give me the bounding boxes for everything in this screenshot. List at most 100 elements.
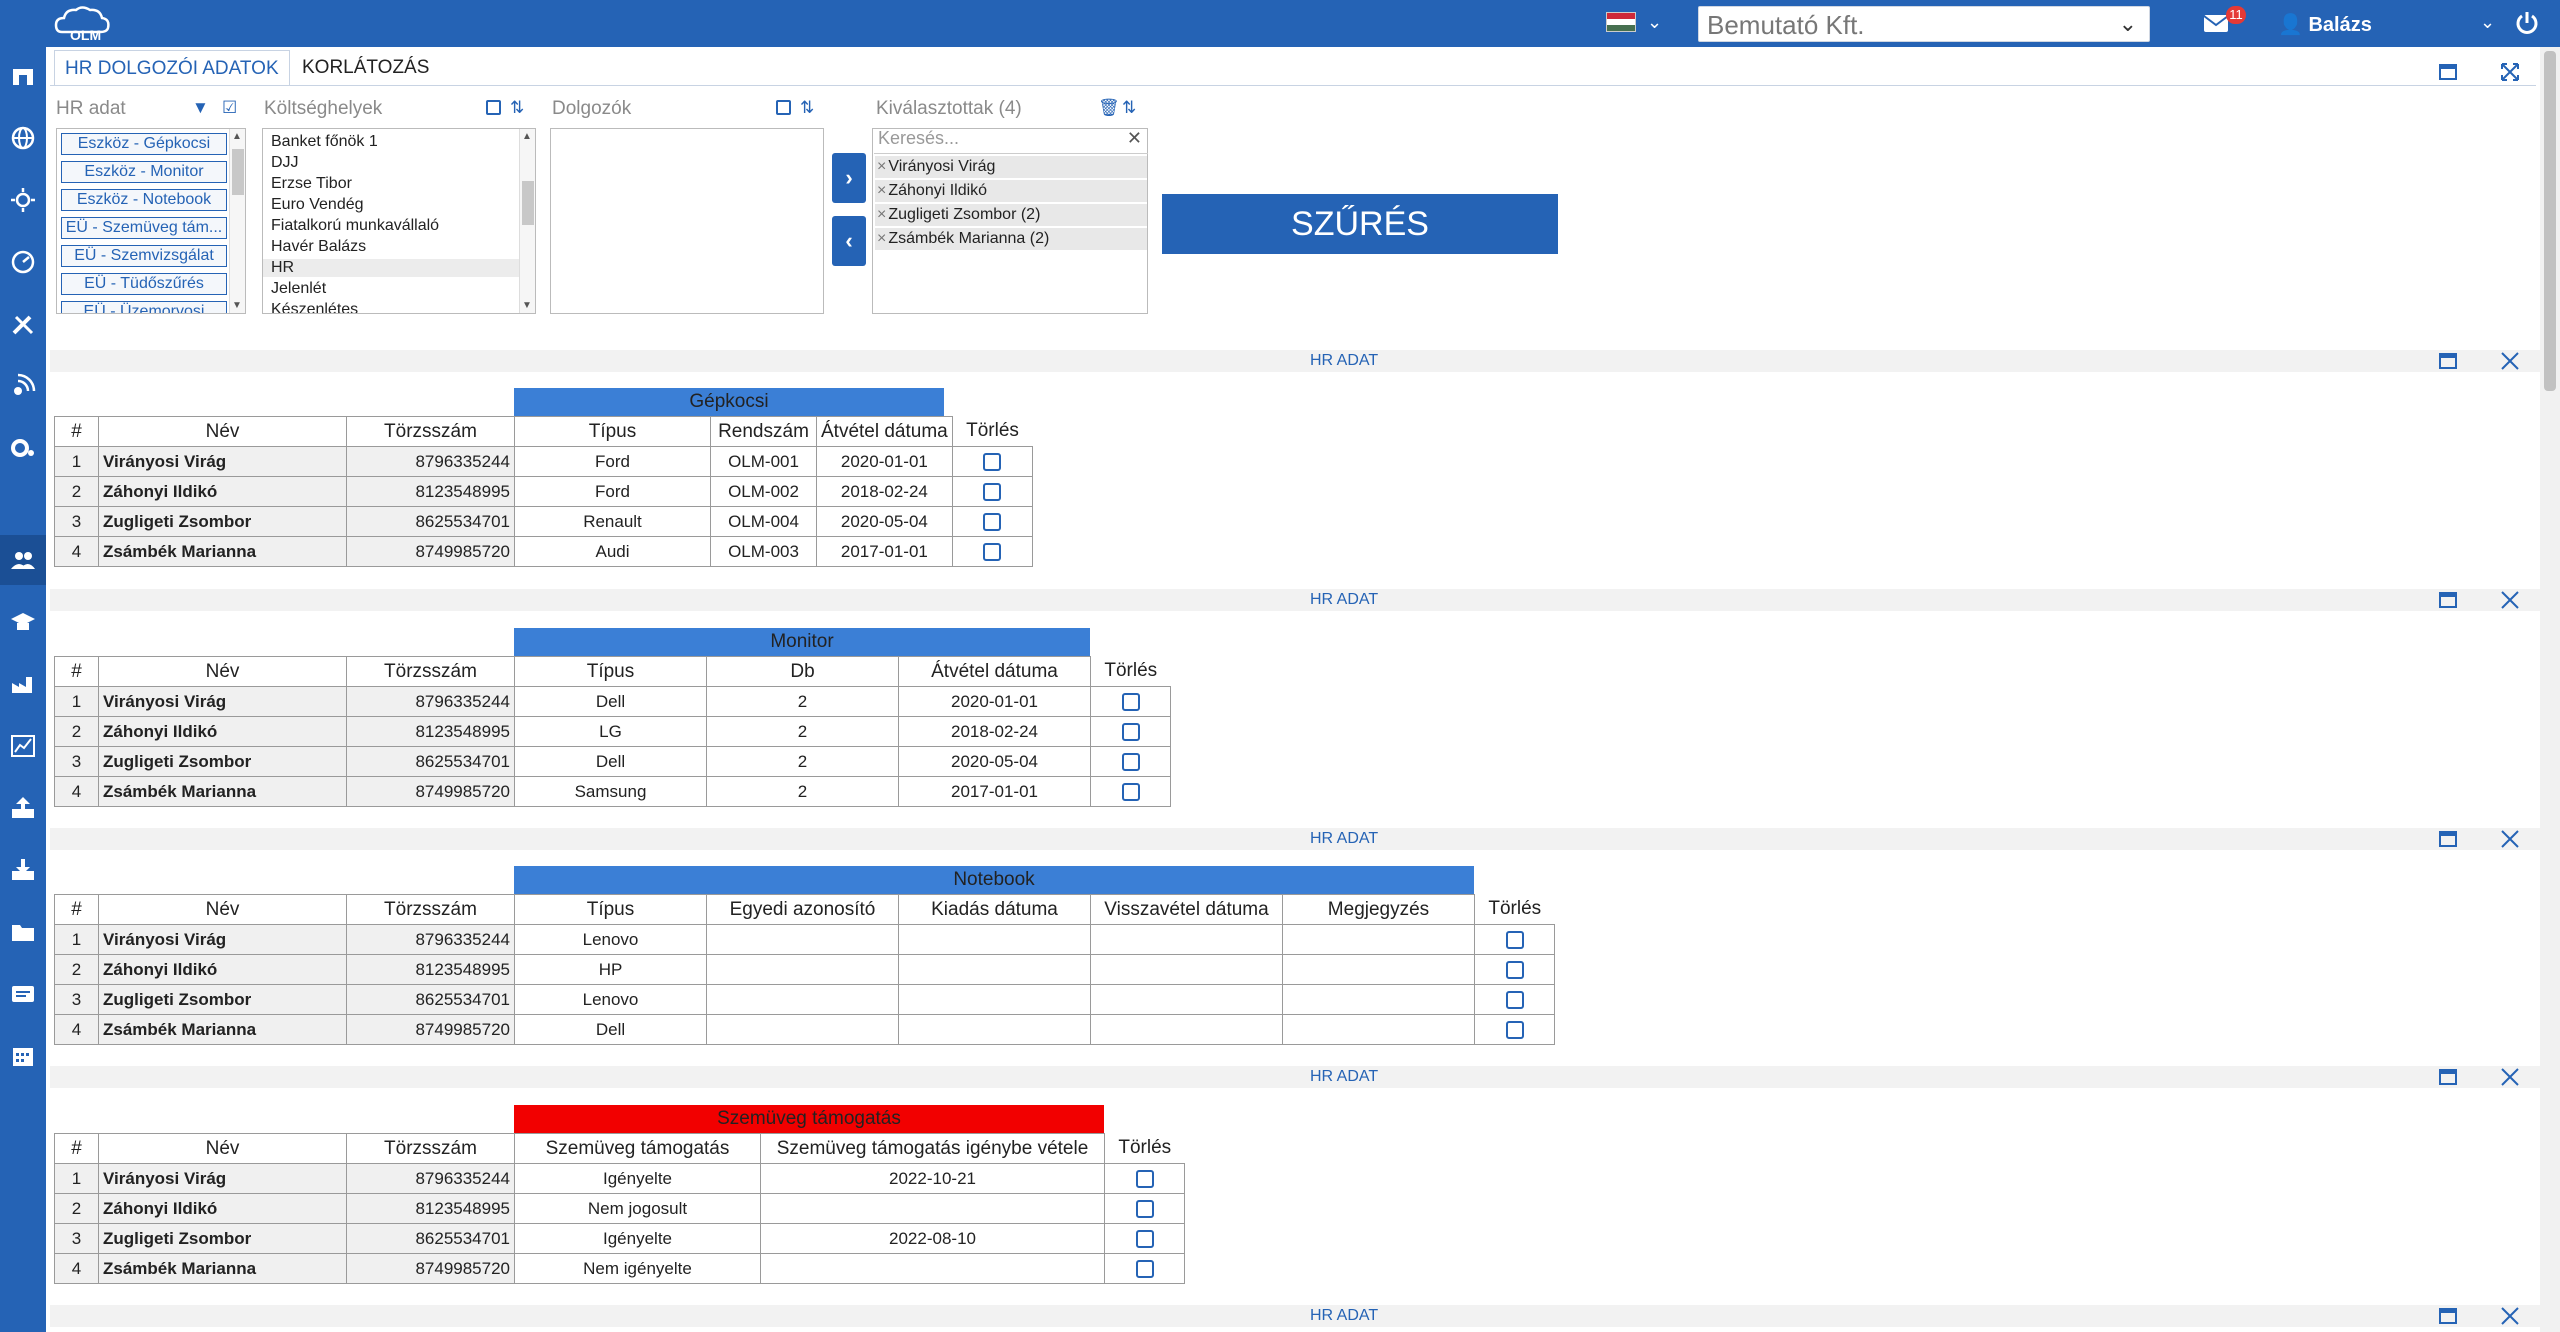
minimize-icon[interactable]	[2438, 62, 2458, 82]
sidebar-graduation-icon[interactable]	[10, 609, 36, 635]
page-scrollbar[interactable]	[2540, 47, 2560, 1332]
delete-checkbox[interactable]	[983, 483, 1002, 502]
column-header[interactable]: Név	[98, 894, 347, 925]
hr-item[interactable]: EÜ - Üzemorvosi	[61, 301, 227, 313]
delete-checkbox[interactable]	[1121, 693, 1140, 712]
scroll-down-icon[interactable]: ▼	[232, 300, 242, 311]
sidebar-home-icon[interactable]	[10, 63, 36, 89]
delete-checkbox[interactable]	[1135, 1230, 1154, 1249]
column-header[interactable]: #	[54, 1133, 99, 1164]
sidebar-settings-icon[interactable]	[10, 435, 36, 461]
delete-checkbox[interactable]	[1505, 931, 1524, 950]
hr-item[interactable]: EÜ - Tüdőszűrés	[61, 273, 227, 295]
column-header[interactable]: Kiadás dátuma	[898, 894, 1091, 925]
column-header[interactable]: Név	[98, 416, 347, 447]
hr-adat-list[interactable]: Eszköz - Gépkocsi Eszköz - Monitor Eszkö…	[56, 128, 246, 314]
selected-item[interactable]: × Virányosi Virág	[875, 156, 1147, 178]
sidebar-chart-icon[interactable]	[10, 733, 36, 759]
remove-icon[interactable]: ×	[877, 182, 887, 199]
delete-checkbox[interactable]	[983, 543, 1002, 562]
expand-icon[interactable]	[2500, 351, 2520, 371]
delete-checkbox[interactable]	[1121, 723, 1140, 742]
sidebar-folder-icon[interactable]	[10, 919, 36, 945]
minimize-icon[interactable]	[2438, 590, 2458, 610]
mail-icon[interactable]	[2202, 10, 2232, 36]
sidebar-factory-icon[interactable]	[10, 671, 36, 697]
move-right-button[interactable]: ›	[832, 153, 866, 203]
column-header[interactable]: Típus	[514, 656, 707, 687]
hungarian-flag-icon[interactable]	[1606, 12, 1636, 32]
sidebar-download-icon[interactable]	[10, 857, 36, 883]
cost-item[interactable]: DJJ	[271, 154, 299, 171]
cost-list-scrollbar[interactable]: ▲ ▼	[519, 129, 535, 313]
expand-icon[interactable]	[2500, 1067, 2520, 1087]
column-header[interactable]: Típus	[514, 894, 707, 925]
company-select[interactable]: Bemutató Kft. ⌄	[1698, 6, 2150, 42]
koltseghelyek-list[interactable]: Banket főnök 1 DJJ Erzse Tibor Euro Vend…	[262, 128, 536, 314]
hr-item[interactable]: EÜ - Szemüveg tám...	[61, 217, 227, 239]
hr-item[interactable]: EÜ - Szemvizsgálat	[61, 245, 227, 267]
sidebar-users-icon[interactable]	[10, 547, 36, 573]
scroll-down-icon[interactable]: ▼	[522, 300, 532, 311]
selected-item[interactable]: × Zugligeti Zsombor (2)	[875, 204, 1147, 226]
olm-logo-icon[interactable]: OLM	[52, 4, 112, 44]
expand-icon[interactable]	[2500, 62, 2520, 82]
column-header[interactable]: Egyedi azonosító	[706, 894, 899, 925]
sidebar-calendar-icon[interactable]	[10, 1043, 36, 1069]
delete-checkbox[interactable]	[1121, 753, 1140, 772]
column-header[interactable]: Rendszám	[710, 416, 817, 447]
user-menu[interactable]: 👤 Balázs	[2278, 12, 2372, 37]
selected-item[interactable]: × Zsámbék Marianna (2)	[875, 228, 1147, 250]
minimize-icon[interactable]	[2438, 1067, 2458, 1087]
remove-icon[interactable]: ×	[877, 158, 887, 175]
cost-item[interactable]: Havér Balázs	[271, 238, 367, 255]
cost-item[interactable]: Erzse Tibor	[271, 175, 352, 192]
hr-item[interactable]: Eszköz - Monitor	[61, 161, 227, 183]
sidebar-idcard-icon[interactable]	[10, 981, 36, 1007]
delete-checkbox[interactable]	[1135, 1200, 1154, 1219]
search-input[interactable]: Keresés... ✕	[874, 128, 1148, 154]
scroll-up-icon[interactable]: ▲	[522, 131, 532, 142]
remove-icon[interactable]: ×	[877, 206, 887, 223]
column-header[interactable]: Törzsszám	[346, 1133, 515, 1164]
expand-icon[interactable]	[2500, 590, 2520, 610]
column-header[interactable]: #	[54, 656, 99, 687]
column-header[interactable]: Megjegyzés	[1282, 894, 1475, 925]
move-left-button[interactable]: ‹	[832, 216, 866, 266]
column-header[interactable]: Törzsszám	[346, 416, 515, 447]
trash-icon[interactable]: 🗑	[1098, 98, 1120, 117]
expand-icon[interactable]	[2500, 829, 2520, 849]
column-header[interactable]: Szemüveg támogatás igénybe vétele	[760, 1133, 1105, 1164]
dolgozok-list[interactable]	[550, 128, 824, 314]
column-header[interactable]: Átvétel dátuma	[898, 656, 1091, 687]
delete-checkbox[interactable]	[1505, 991, 1524, 1010]
delete-checkbox[interactable]	[1121, 783, 1140, 802]
sidebar-tools-icon[interactable]	[10, 311, 36, 337]
sidebar-signal-icon[interactable]	[10, 373, 36, 399]
chevron-down-icon[interactable]: ⌄	[1647, 12, 1663, 32]
minimize-icon[interactable]	[2438, 829, 2458, 849]
remove-icon[interactable]: ×	[877, 230, 887, 247]
sort-icon[interactable]: ⇅	[800, 98, 815, 117]
delete-checkbox[interactable]	[983, 453, 1002, 472]
chevron-down-icon[interactable]: ⌄	[2480, 12, 2496, 32]
tab-korlatozas[interactable]: KORLÁTOZÁS	[302, 57, 430, 78]
expand-icon[interactable]	[2500, 1306, 2520, 1326]
check-all-icon[interactable]: ☑	[222, 98, 238, 117]
delete-checkbox[interactable]	[1135, 1170, 1154, 1189]
sort-icon[interactable]: ⇅	[510, 98, 525, 117]
hr-list-scrollbar[interactable]: ▲ ▼	[229, 129, 245, 313]
scrollbar-thumb[interactable]	[2544, 51, 2556, 391]
tab-hr-dolgozoi-adatok[interactable]: HR DOLGOZÓI ADATOK	[54, 50, 290, 86]
column-header[interactable]: Visszavétel dátuma	[1090, 894, 1283, 925]
sidebar-upload-icon[interactable]	[10, 795, 36, 821]
column-header[interactable]: Átvétel dátuma	[816, 416, 953, 447]
sidebar-gauge-icon[interactable]	[10, 249, 36, 275]
checkbox-icon[interactable]	[486, 100, 501, 120]
scroll-up-icon[interactable]: ▲	[232, 131, 242, 142]
kivalasztottak-list[interactable]: × Virányosi Virág × Záhonyi Ildikó × Zuglig…	[872, 128, 1148, 314]
column-header[interactable]: Típus	[514, 416, 711, 447]
cost-item[interactable]: Jelenlét	[271, 280, 327, 297]
column-header[interactable]: Név	[98, 656, 347, 687]
cost-item-selected[interactable]: HR	[263, 259, 519, 277]
